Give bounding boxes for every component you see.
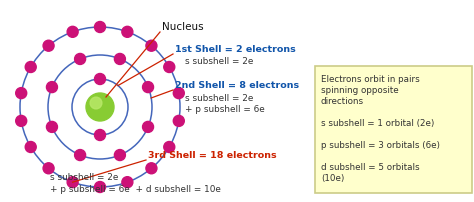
Circle shape <box>146 40 157 51</box>
Text: Electrons orbit in pairs: Electrons orbit in pairs <box>321 75 420 84</box>
Text: spinning opposite: spinning opposite <box>321 86 399 95</box>
Circle shape <box>16 88 27 99</box>
Text: + p subshell = 6e: + p subshell = 6e <box>185 105 265 114</box>
Circle shape <box>164 61 175 73</box>
Text: + p subshell = 6e  + d subshell = 10e: + p subshell = 6e + d subshell = 10e <box>50 185 221 194</box>
Text: s subshell = 2e: s subshell = 2e <box>185 57 254 66</box>
Circle shape <box>122 177 133 188</box>
Circle shape <box>86 93 114 121</box>
Circle shape <box>90 97 102 109</box>
Circle shape <box>143 82 154 93</box>
Circle shape <box>94 182 106 193</box>
Circle shape <box>46 121 57 132</box>
Text: s subshell = 2e: s subshell = 2e <box>50 173 118 182</box>
Text: s subshell = 1 orbital (2e): s subshell = 1 orbital (2e) <box>321 119 434 128</box>
Text: (10e): (10e) <box>321 174 345 183</box>
Circle shape <box>46 82 57 93</box>
Circle shape <box>74 54 86 64</box>
Circle shape <box>16 115 27 126</box>
Circle shape <box>173 115 184 126</box>
Text: 3rd Shell = 18 electrons: 3rd Shell = 18 electrons <box>148 151 277 160</box>
Circle shape <box>67 177 78 188</box>
Circle shape <box>164 141 175 153</box>
Circle shape <box>173 88 184 99</box>
Circle shape <box>74 149 86 161</box>
Circle shape <box>114 149 126 161</box>
Circle shape <box>25 141 36 153</box>
Text: d subshell = 5 orbitals: d subshell = 5 orbitals <box>321 163 419 172</box>
Circle shape <box>122 26 133 37</box>
Text: 2nd Shell = 8 electrons: 2nd Shell = 8 electrons <box>175 81 299 90</box>
Text: Nucleus: Nucleus <box>162 22 204 32</box>
Text: 1st Shell = 2 electrons: 1st Shell = 2 electrons <box>175 45 296 54</box>
Text: directions: directions <box>321 97 364 106</box>
Circle shape <box>94 129 106 141</box>
Circle shape <box>67 26 78 37</box>
Circle shape <box>94 21 106 33</box>
Circle shape <box>143 121 154 132</box>
Circle shape <box>25 61 36 73</box>
Text: s subshell = 2e: s subshell = 2e <box>185 94 254 103</box>
Circle shape <box>114 54 126 64</box>
FancyBboxPatch shape <box>315 66 472 193</box>
Circle shape <box>94 74 106 84</box>
Circle shape <box>146 163 157 174</box>
Circle shape <box>43 163 54 174</box>
Text: p subshell = 3 orbitals (6e): p subshell = 3 orbitals (6e) <box>321 141 440 150</box>
Circle shape <box>43 40 54 51</box>
